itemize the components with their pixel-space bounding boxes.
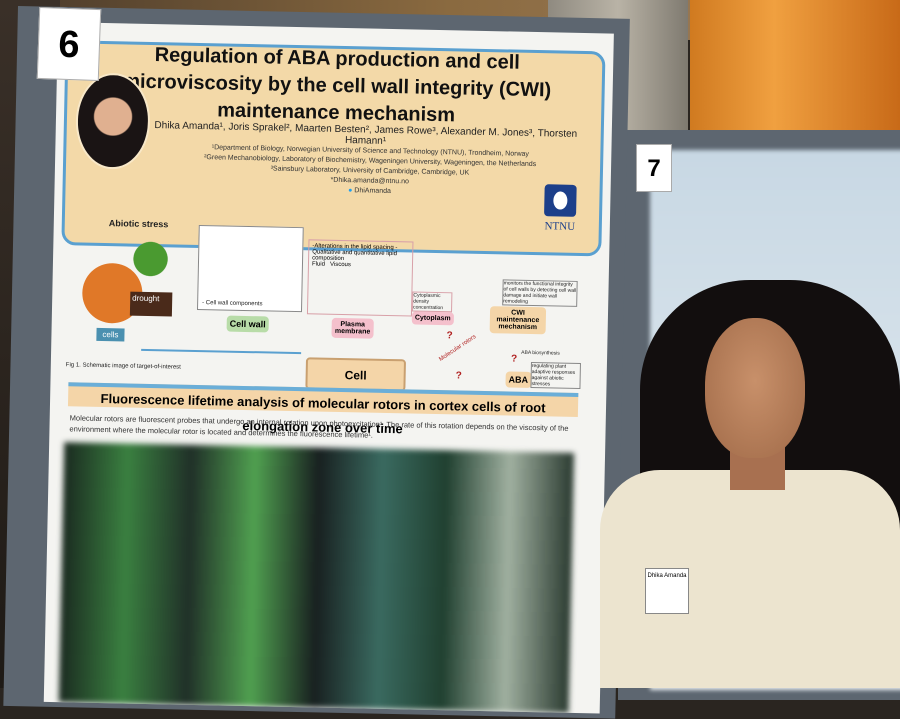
membrane-diagram: -Alterations in the lipid spacing -Quali… [306, 239, 414, 317]
drought-label: drought [129, 291, 173, 317]
molecular-rotors-label: Molecular rotors [438, 333, 478, 363]
viscous-label: Viscous [329, 261, 351, 269]
question-mark: ? [446, 330, 453, 342]
aba-biosynthesis-label: ABA biosynthesis [521, 349, 560, 357]
plant-icon [127, 233, 174, 285]
person-face [705, 318, 805, 458]
aba-note: regulating plant adaptive responses agai… [530, 361, 581, 390]
cell-microviscosity-box: Cell microviscosity [305, 357, 407, 407]
cells-label: cells [96, 327, 125, 342]
microscopy-images [58, 442, 575, 713]
poster-title: Regulation of ABA production and cell mi… [122, 44, 552, 127]
figure-caption: Fig 1. Schematic image of target-of-inte… [65, 362, 181, 371]
board-number-7: 7 [636, 144, 672, 192]
twitter-handle: DhiAmanda [354, 187, 391, 196]
cell-wall-components-label: - Cell wall components [202, 300, 263, 308]
badge-name: Dhika Amanda [647, 573, 687, 579]
cwi-box: CWI maintenance mechanism [489, 306, 547, 335]
cwi-note: monitors the functional integrity of cel… [502, 279, 578, 307]
poster: Regulation of ABA production and cell mi… [43, 22, 614, 714]
question-mark: ? [455, 370, 462, 382]
plasma-membrane-box: Plasma membrane [331, 317, 374, 339]
cell-wall-diagram [196, 224, 304, 313]
cytoplasm-box: Cytoplasm [411, 311, 454, 326]
logo-text: NTNU [544, 220, 576, 233]
poster-affiliations: ¹Department of Biology, Norwegian Univer… [164, 142, 575, 201]
ntnu-logo: NTNU [540, 184, 581, 235]
board-number-6: 6 [36, 6, 102, 82]
abiotic-stress-label: Abiotic stress [108, 218, 169, 230]
question-mark: ? [510, 353, 518, 365]
cytoplasm-note: Cytoplasmic density concentration [412, 291, 453, 313]
fluid-label: Fluid [311, 261, 326, 268]
section-title: Fluorescence lifetime analysis of molecu… [67, 382, 579, 436]
twitter-bird-icon: ● [348, 187, 353, 195]
cell-wall-box: Cell wall [226, 315, 269, 333]
name-badge: Dhika Amanda [645, 568, 689, 614]
aba-box: ABA [505, 371, 532, 388]
arrow [141, 348, 302, 355]
ntnu-logo-icon [544, 184, 577, 217]
membrane-note: -Alterations in the lipid spacing -Quali… [312, 243, 398, 263]
